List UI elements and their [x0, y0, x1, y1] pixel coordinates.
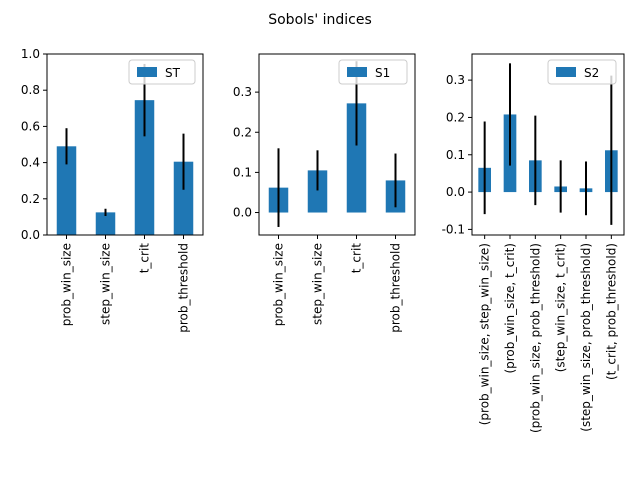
panel-2-bar-3	[346, 103, 367, 213]
panel-1-xtick-label-1: prob_win_size	[60, 243, 74, 326]
panel-2-ytick-label-4: 0.3	[233, 85, 252, 99]
panel-3-ytick-label-3: 0.1	[446, 148, 465, 162]
panel-3-xtick-label-3: (prob_win_size, prob_threshold)	[528, 243, 542, 433]
panel-2-axes-frame	[258, 53, 416, 236]
panel-1-legend-swatch	[137, 67, 157, 77]
panel-1-ytick-label-5: 0.8	[21, 83, 40, 97]
panel-3-legend-box	[547, 59, 617, 85]
panel-1-bar-2	[95, 212, 116, 235]
panel-3-xtick-label-6: (t_crit, prob_threshold)	[604, 243, 618, 380]
panel-2-xtick-label-2: step_win_size	[311, 243, 325, 325]
panel-2-legend-swatch	[347, 67, 367, 77]
panel-1-ytick-label-4: 0.6	[21, 119, 40, 133]
panel-3-ytick-label-4: 0.2	[446, 110, 465, 124]
panel-2-legend-box	[338, 59, 408, 85]
panel-3-legend-swatch	[556, 67, 576, 77]
panel-2-xtick-label-3: t_crit	[350, 243, 364, 274]
panel-3-legend-label: S2	[584, 66, 599, 80]
panel-1-bar-4	[173, 161, 194, 235]
panel-1-xtick-label-2: step_win_size	[99, 243, 113, 325]
panel-2-ytick-label-2: 0.1	[233, 165, 252, 179]
panel-2-legend-label: S1	[375, 66, 390, 80]
figure-title: Sobols' indices	[268, 12, 372, 28]
panel-3-ytick-label-2: 0.0	[446, 185, 465, 199]
panel-3-xtick-label-1: (prob_win_size, step_win_size)	[478, 243, 492, 425]
panel-3-xtick-label-4: (step_win_size, t_crit)	[554, 243, 568, 372]
panel-1-ytick-label-1: 0.0	[21, 228, 40, 242]
panel-2-ytick-label-3: 0.2	[233, 125, 252, 139]
panel-3-ytick-label-1: -0.1	[442, 222, 465, 236]
panel-3-xtick-label-5: (step_win_size, prob_threshold)	[579, 243, 593, 432]
panel-2-bar-2	[307, 170, 328, 213]
panel-3-axes-frame	[471, 53, 625, 236]
panel-1-ytick-label-3: 0.4	[21, 156, 40, 170]
panel-1-legend-box	[128, 59, 196, 85]
panel-3-ytick-label-5: 0.3	[446, 73, 465, 87]
panel-1-xtick-label-3: t_crit	[138, 243, 152, 274]
panel-1-ytick-label-6: 1.0	[21, 47, 40, 61]
panel-3-xtick-label-2: (prob_win_size, t_crit)	[503, 243, 517, 374]
panel-1-xtick-label-4: prob_threshold	[177, 243, 191, 333]
panel-1-legend-label: ST	[165, 66, 181, 80]
panel-2-xtick-label-4: prob_threshold	[389, 243, 403, 333]
panel-2-ytick-label-1: 0.0	[233, 206, 252, 220]
panel-2-xtick-label-1: prob_win_size	[272, 243, 286, 326]
panel-1-bar-3	[134, 100, 155, 235]
panel-1-axes-frame	[46, 53, 204, 236]
panel-1-ytick-label-2: 0.2	[21, 192, 40, 206]
panel-1-bar-1	[56, 146, 77, 235]
